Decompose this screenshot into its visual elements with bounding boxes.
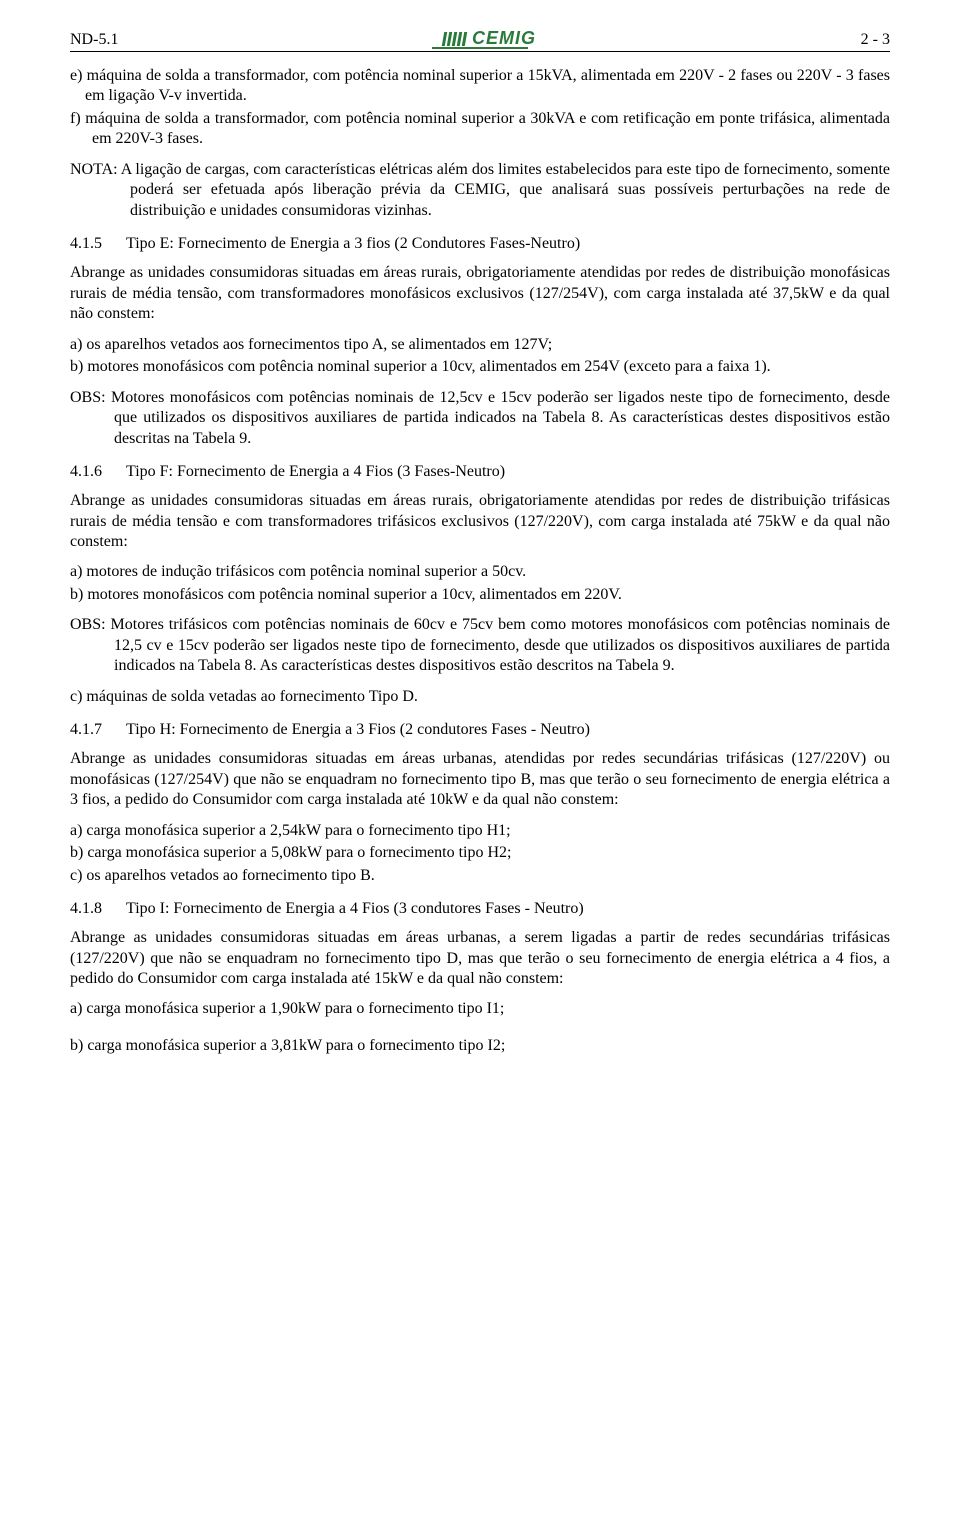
page: ND-5.1 CEMIG 2 - 3 e) máquina de solda a… bbox=[0, 0, 960, 1522]
list-item-c: c) os aparelhos vetados ao fornecimento … bbox=[70, 866, 890, 886]
list-item-b: b) carga monofásica superior a 5,08kW pa… bbox=[70, 843, 890, 863]
list-item-b: b) carga monofásica superior a 3,81kW pa… bbox=[70, 1036, 890, 1056]
list-item-a: a) carga monofásica superior a 1,90kW pa… bbox=[70, 999, 890, 1019]
obs-paragraph: OBS: Motores trifásicos com potências no… bbox=[70, 615, 890, 676]
section-heading-417: 4.1.7 Tipo H: Fornecimento de Energia a … bbox=[70, 721, 890, 739]
section-title: Tipo H: Fornecimento de Energia a 3 Fios… bbox=[126, 721, 590, 739]
list-item-b: b) motores monofásicos com potência nomi… bbox=[70, 585, 890, 605]
list-item-a: a) carga monofásica superior a 2,54kW pa… bbox=[70, 821, 890, 841]
logo-underline bbox=[432, 47, 528, 49]
section-heading-418: 4.1.8 Tipo I: Fornecimento de Energia a … bbox=[70, 900, 890, 918]
section-para: Abrange as unidades consumidoras situada… bbox=[70, 263, 890, 324]
section-para: Abrange as unidades consumidoras situada… bbox=[70, 928, 890, 989]
logo-text: CEMIG bbox=[472, 28, 536, 49]
nota-paragraph: NOTA: A ligação de cargas, com caracterí… bbox=[70, 160, 890, 221]
obs-paragraph: OBS: Motores monofásicos com potências n… bbox=[70, 388, 890, 449]
section-para: Abrange as unidades consumidoras situada… bbox=[70, 491, 890, 552]
logo-mark-icon bbox=[443, 32, 466, 46]
brand-logo: CEMIG bbox=[443, 28, 536, 49]
list-item-a: a) motores de indução trifásicos com pot… bbox=[70, 562, 890, 582]
section-number: 4.1.6 bbox=[70, 463, 102, 481]
section-title: Tipo I: Fornecimento de Energia a 4 Fios… bbox=[126, 900, 584, 918]
doc-code: ND-5.1 bbox=[70, 31, 118, 49]
section-number: 4.1.8 bbox=[70, 900, 102, 918]
section-para: Abrange as unidades consumidoras situada… bbox=[70, 749, 890, 810]
section-heading-415: 4.1.5 Tipo E: Fornecimento de Energia a … bbox=[70, 235, 890, 253]
section-title: Tipo E: Fornecimento de Energia a 3 fios… bbox=[126, 235, 580, 253]
section-number: 4.1.7 bbox=[70, 721, 102, 739]
list-item-f: f) máquina de solda a transformador, com… bbox=[70, 109, 890, 150]
list-item-e: e) máquina de solda a transformador, com… bbox=[70, 66, 890, 107]
section-number: 4.1.5 bbox=[70, 235, 102, 253]
page-number: 2 - 3 bbox=[861, 31, 890, 49]
header-rule bbox=[70, 51, 890, 52]
list-item-b: b) motores monofásicos com potência nomi… bbox=[70, 357, 890, 377]
page-header: ND-5.1 CEMIG 2 - 3 bbox=[70, 28, 890, 49]
list-item-c: c) máquinas de solda vetadas ao fornecim… bbox=[70, 687, 890, 707]
section-title: Tipo F: Fornecimento de Energia a 4 Fios… bbox=[126, 463, 505, 481]
section-heading-416: 4.1.6 Tipo F: Fornecimento de Energia a … bbox=[70, 463, 890, 481]
list-item-a: a) os aparelhos vetados aos fornecimento… bbox=[70, 335, 890, 355]
